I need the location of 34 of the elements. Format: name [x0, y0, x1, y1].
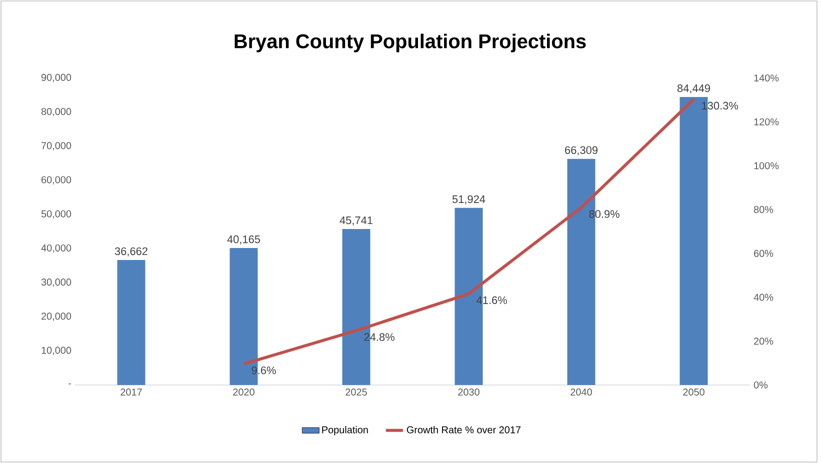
y2-tick-label: 60%: [754, 250, 774, 257]
y-tick-label: 60,000: [42, 176, 72, 184]
y2-tick-label: 20%: [754, 338, 774, 345]
x-tick-label: 2025: [346, 388, 367, 396]
y2-tick-label: 100%: [754, 162, 779, 170]
legend-label: Population: [322, 426, 368, 436]
y-tick-label: 50,000: [41, 210, 72, 219]
y-tick-label: 80,000: [41, 108, 72, 116]
data-label: 40,165: [227, 235, 260, 244]
chart-title: Bryan County Population Projections: [234, 34, 586, 52]
y2-tick-label: 80%: [754, 206, 774, 214]
data-label: 36,662: [114, 247, 148, 256]
y-tick-label: 10,000: [42, 346, 72, 356]
x-tick-label: 2020: [233, 388, 254, 396]
data-label: 66,309: [565, 146, 598, 156]
y2-tick-label: 0%: [754, 381, 768, 389]
x-tick-label: 2040: [570, 388, 592, 396]
x-tick-label: 2050: [683, 388, 704, 396]
data-label: 51,924: [452, 195, 486, 204]
y-tick-label: -: [68, 383, 72, 384]
y-tick-label: 30,000: [41, 278, 72, 287]
bar: [117, 260, 146, 385]
data-label: 45,741: [340, 216, 372, 226]
legend-label: Growth Rate % over 2017: [406, 426, 521, 434]
y2-tick-label: 120%: [754, 118, 779, 126]
y-tick-label: 70,000: [42, 142, 72, 150]
x-tick-label: 2030: [458, 388, 480, 396]
y2-tick-label: 40%: [754, 294, 774, 301]
y2-tick-label: 140%: [754, 74, 779, 82]
y-tick-label: 90,000: [41, 74, 72, 82]
y-tick-label: 40,000: [41, 244, 72, 253]
x-tick-label: 2017: [120, 388, 142, 396]
data-label: 84,449: [677, 84, 710, 94]
y-tick-label: 20,000: [42, 312, 72, 321]
